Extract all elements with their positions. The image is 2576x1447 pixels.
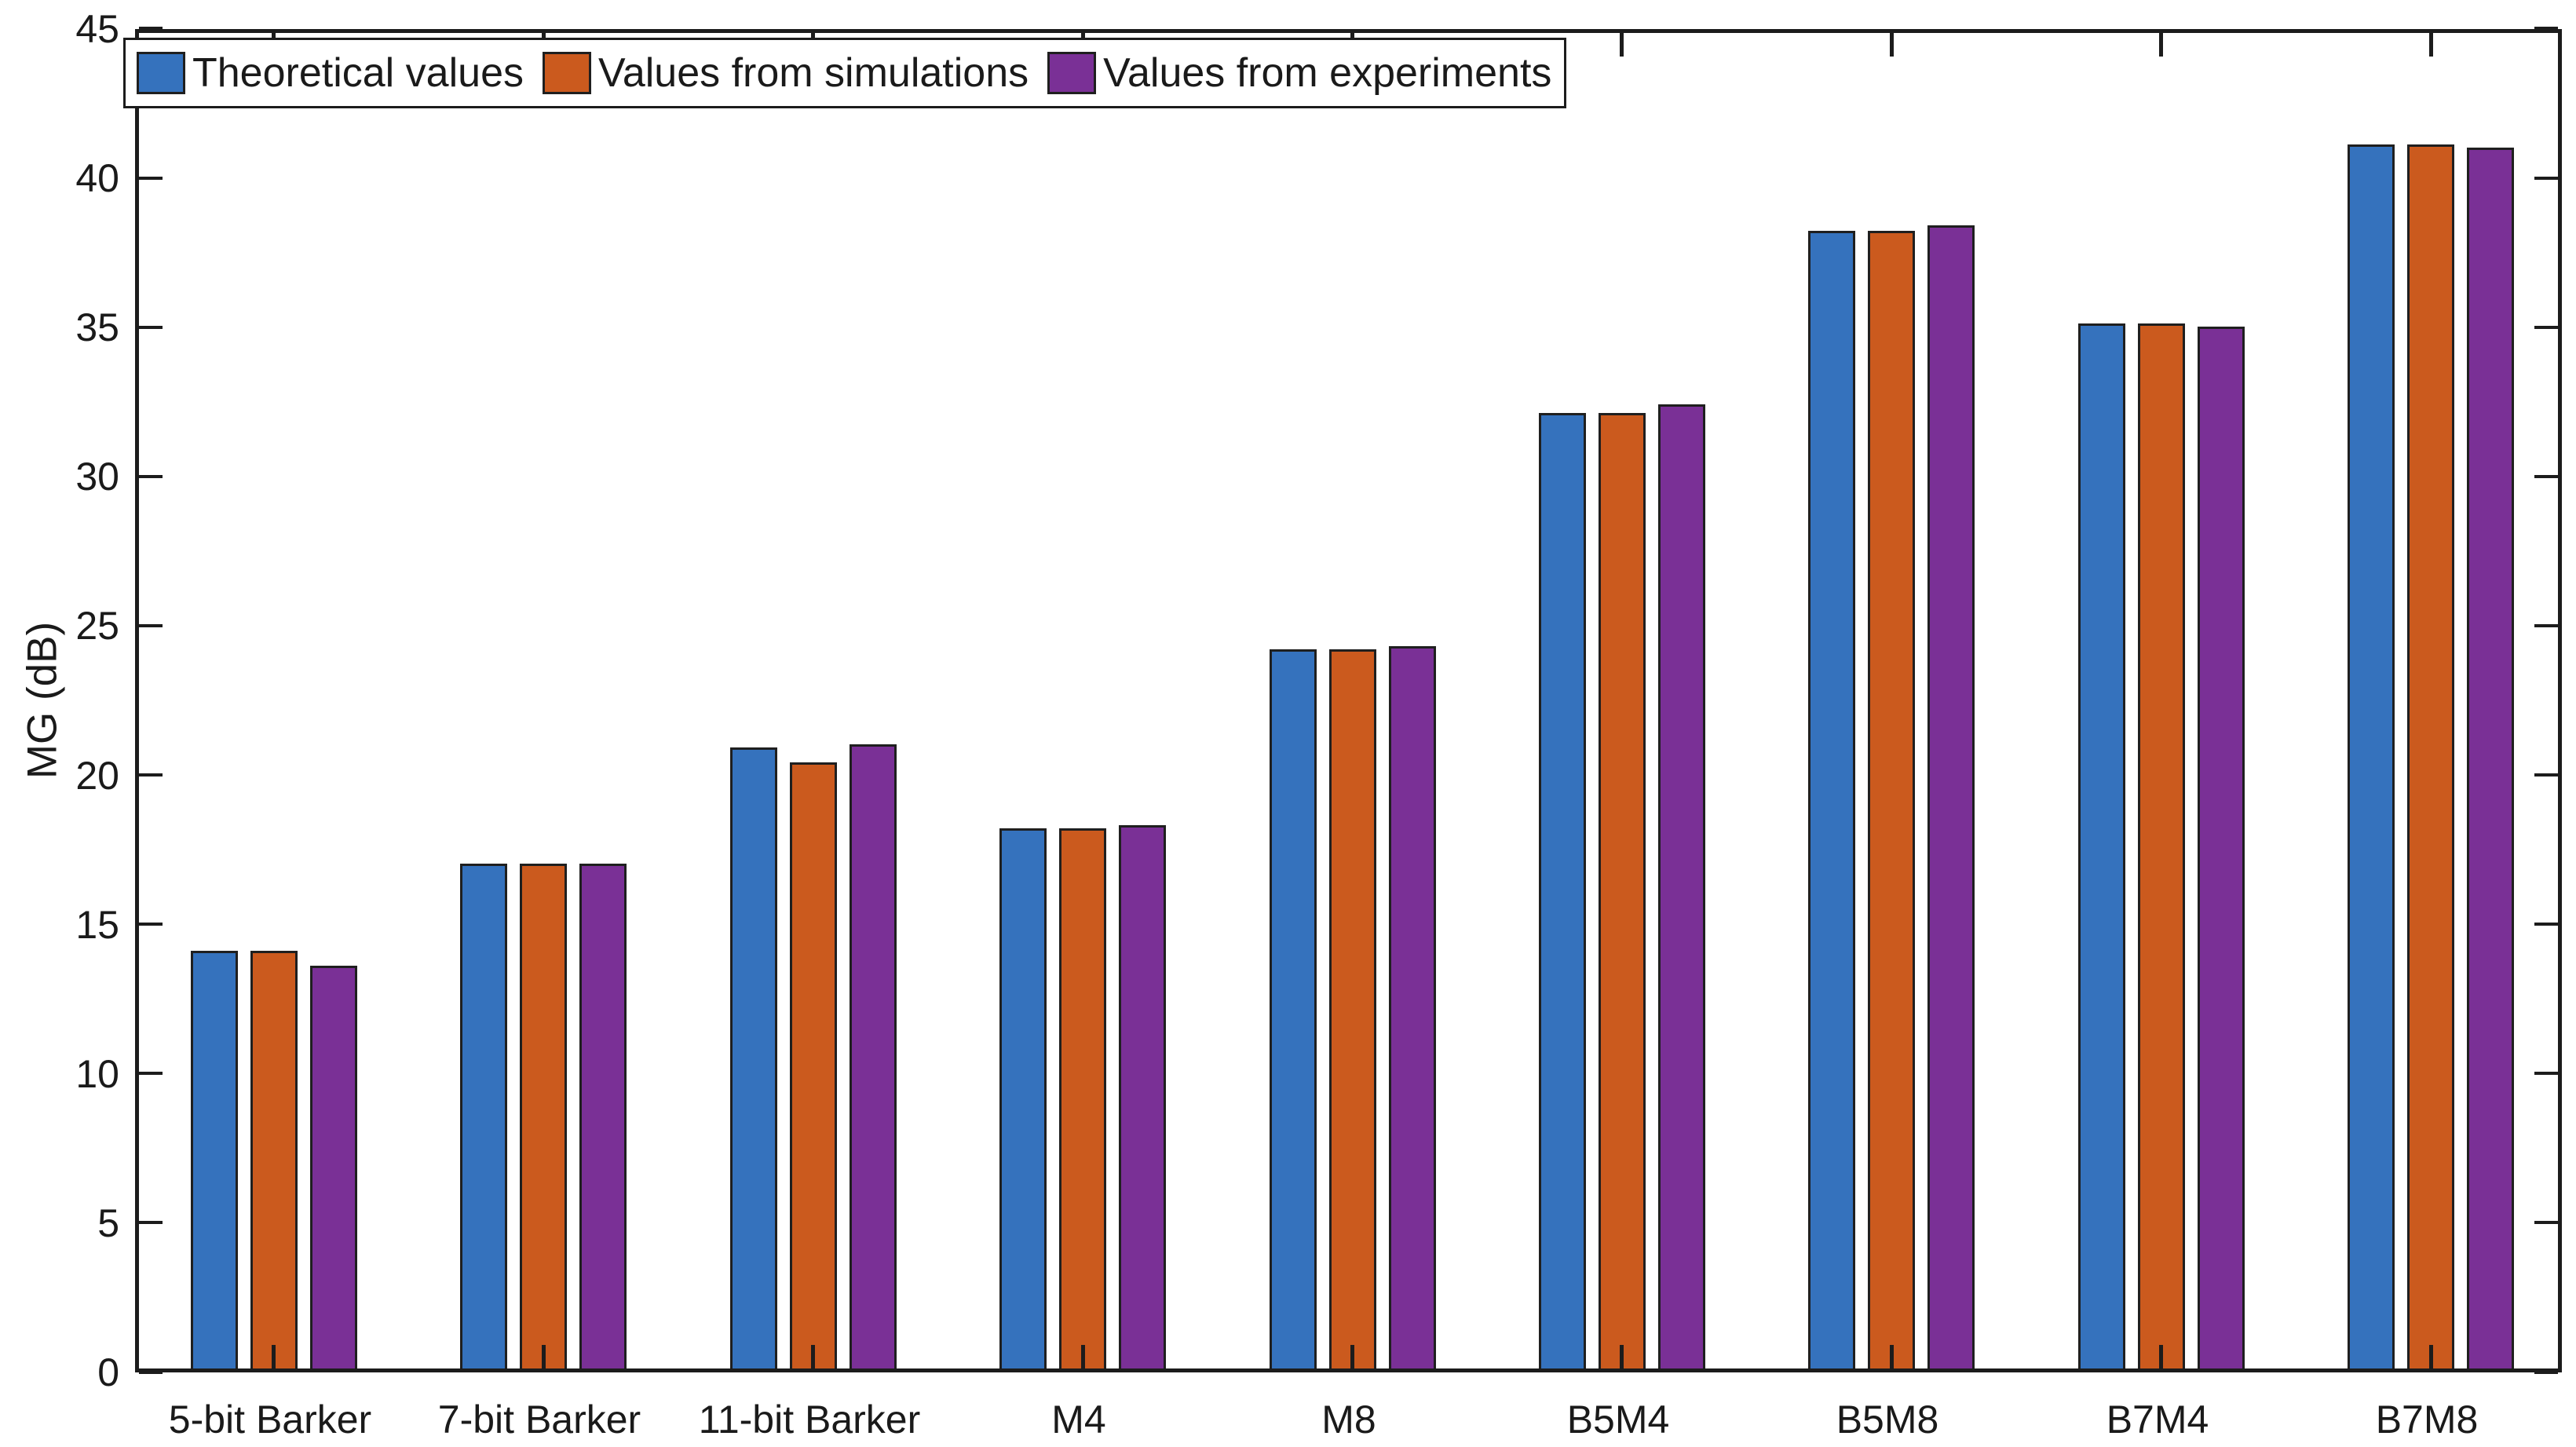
y-tick-right — [2534, 475, 2558, 478]
bar — [1658, 404, 1705, 1368]
x-tick-bottom — [2159, 1345, 2163, 1368]
legend-label: Values from simulations — [598, 50, 1029, 96]
y-tick-label: 10 — [75, 1052, 119, 1096]
y-tick-label: 30 — [75, 455, 119, 499]
y-tick-label: 40 — [75, 156, 119, 200]
x-tick-top — [1890, 33, 1894, 57]
legend-item: Values from experiments — [1047, 49, 1551, 97]
bar — [2407, 144, 2454, 1368]
bar — [1808, 231, 1855, 1368]
bar — [520, 864, 567, 1368]
bar — [1329, 649, 1376, 1368]
bar — [1927, 225, 1975, 1368]
x-category-label: 11-bit Barker — [698, 1398, 921, 1442]
bar — [310, 966, 357, 1368]
bar — [790, 762, 837, 1368]
y-tick-right — [2534, 1221, 2558, 1224]
bar — [250, 951, 298, 1368]
bar — [1389, 646, 1436, 1368]
legend-swatch-orange — [543, 52, 591, 94]
y-tick-label: 20 — [75, 754, 119, 798]
y-tick-left — [139, 177, 163, 180]
legend: Theoretical values Values from simulation… — [123, 38, 1567, 108]
x-category-label: B7M8 — [2375, 1398, 2479, 1442]
y-tick-left — [139, 1371, 163, 1374]
y-tick-left — [139, 475, 163, 478]
bar — [1059, 828, 1106, 1368]
legend-label: Values from experiments — [1103, 50, 1552, 96]
y-tick-left — [139, 326, 163, 329]
x-tick-bottom — [1890, 1345, 1894, 1368]
bar — [850, 744, 897, 1368]
x-category-label: B5M8 — [1836, 1398, 1939, 1442]
x-tick-top — [1620, 33, 1624, 57]
bar — [579, 864, 627, 1368]
y-tick-left — [139, 923, 163, 926]
y-tick-label: 15 — [75, 903, 119, 947]
y-tick-left — [139, 624, 163, 627]
bar — [1539, 413, 1586, 1368]
x-tick-bottom — [272, 1345, 276, 1368]
y-tick-label: 5 — [97, 1201, 119, 1245]
y-tick-right — [2534, 326, 2558, 329]
x-tick-top — [2159, 33, 2163, 57]
bar — [2467, 148, 2514, 1368]
bar — [1599, 413, 1646, 1368]
legend-swatch-blue — [137, 52, 185, 94]
y-tick-left — [139, 1221, 163, 1224]
bar — [999, 828, 1047, 1368]
y-tick-right — [2534, 773, 2558, 776]
legend-swatch-purple — [1047, 52, 1097, 94]
x-category-label: B7M4 — [2106, 1398, 2209, 1442]
y-tick-right — [2534, 624, 2558, 627]
y-tick-label: 35 — [75, 305, 119, 349]
x-category-label: 7-bit Barker — [437, 1398, 641, 1442]
legend-label: Theoretical values — [192, 50, 524, 96]
bar — [191, 951, 238, 1368]
bar — [1868, 231, 1915, 1368]
y-tick-right — [2534, 27, 2558, 30]
bar — [1270, 649, 1317, 1368]
y-tick-label: 0 — [97, 1350, 119, 1394]
y-tick-label: 45 — [75, 7, 119, 51]
bar — [2348, 144, 2395, 1368]
x-category-label: B5M4 — [1566, 1398, 1670, 1442]
x-tick-bottom — [2429, 1345, 2433, 1368]
bar — [1119, 825, 1166, 1368]
x-tick-bottom — [811, 1345, 815, 1368]
x-tick-top — [2429, 33, 2433, 57]
x-tick-bottom — [1350, 1345, 1354, 1368]
y-tick-left — [139, 1072, 163, 1075]
bar — [730, 747, 777, 1368]
x-tick-bottom — [542, 1345, 546, 1368]
y-tick-left — [139, 27, 163, 30]
bar — [2198, 327, 2245, 1368]
y-tick-right — [2534, 923, 2558, 926]
y-tick-left — [139, 773, 163, 776]
bar — [460, 864, 507, 1368]
x-tick-bottom — [1081, 1345, 1085, 1368]
y-tick-right — [2534, 1371, 2558, 1374]
plot-area — [135, 27, 2562, 1374]
x-category-label: M4 — [1051, 1398, 1106, 1442]
legend-item: Theoretical values — [137, 49, 524, 97]
legend-item: Values from simulations — [543, 49, 1029, 97]
y-tick-right — [2534, 1072, 2558, 1075]
bar — [2078, 323, 2125, 1368]
x-category-label: M8 — [1321, 1398, 1376, 1442]
y-tick-right — [2534, 177, 2558, 180]
x-tick-bottom — [1620, 1345, 1624, 1368]
x-category-label: 5-bit Barker — [168, 1398, 372, 1442]
y-tick-label: 25 — [75, 604, 119, 648]
bar — [2138, 323, 2185, 1368]
